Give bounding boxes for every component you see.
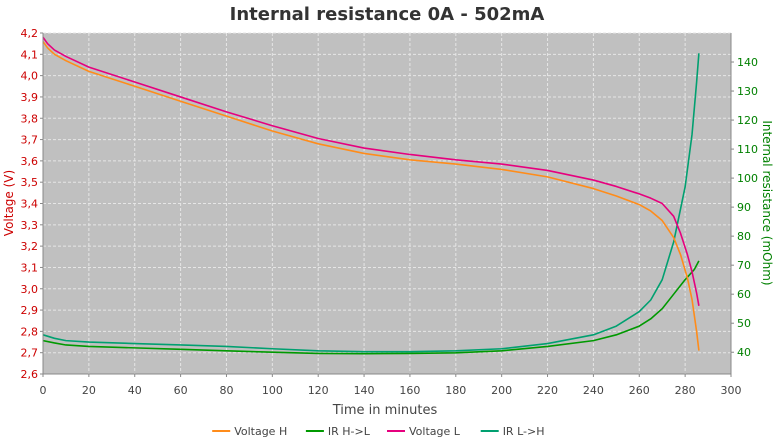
- y-tick-label: 3,9: [21, 91, 39, 104]
- x-tick-label: 280: [675, 384, 696, 397]
- legend-label-ir-l-h: IR L->H: [503, 425, 545, 438]
- y-tick-label: 4,0: [21, 70, 39, 83]
- x-tick-label: 220: [537, 384, 558, 397]
- y-tick-label: 2,7: [21, 347, 39, 360]
- series-line-ir-h-l: [42, 260, 700, 355]
- y-tick-label: 3,4: [21, 198, 39, 211]
- x-tick-label: 260: [629, 384, 650, 397]
- y2-tick-label: 60: [737, 288, 751, 301]
- x-tick-label: 300: [721, 384, 742, 397]
- right-axis-ticks: 40 50 60 70 80 90 100 110 120 130 140: [731, 56, 758, 359]
- x-tick-label: 120: [308, 384, 329, 397]
- x-tick-label: 20: [82, 384, 96, 397]
- y2-tick-label: 120: [737, 114, 758, 127]
- y2-tick-label: 130: [737, 85, 758, 98]
- y-tick-label: 2,8: [21, 325, 39, 338]
- y-tick-label: 4,2: [21, 27, 39, 40]
- y-tick-label: 3,1: [21, 261, 39, 274]
- x-tick-label: 100: [262, 384, 283, 397]
- y2-tick-label: 80: [737, 230, 751, 243]
- y-tick-label: 3,0: [21, 283, 39, 296]
- legend-label-voltage-l: Voltage L: [409, 425, 461, 438]
- x-tick-label: 160: [399, 384, 420, 397]
- x-tick-label: 0: [40, 384, 47, 397]
- x-axis-label: Time in minutes: [332, 403, 438, 418]
- y2-tick-label: 110: [737, 143, 758, 156]
- y-axis-label: Voltage (V): [2, 170, 16, 236]
- y-tick-label: 3,7: [21, 134, 39, 147]
- x-tick-label: 80: [219, 384, 233, 397]
- y2-tick-label: 140: [737, 56, 758, 69]
- x-tick-label: 140: [354, 384, 375, 397]
- legend-label-voltage-h: Voltage H: [234, 425, 287, 438]
- x-tick-label: 200: [491, 384, 512, 397]
- y-tick-label: 3,3: [21, 219, 39, 232]
- x-axis-ticks: 0 20 40 60 80 100 120 140 160 180 200 220 240 260 280 3…: [40, 374, 742, 397]
- y-tick-label: 3,8: [21, 112, 39, 125]
- x-tick-label: 180: [445, 384, 466, 397]
- y2-axis-label: Internal resistance (mOhm): [760, 120, 774, 285]
- y2-tick-label: 40: [737, 346, 751, 359]
- y2-tick-label: 100: [737, 172, 758, 185]
- legend: Voltage H IR H->L Voltage L IR L->H: [212, 425, 544, 438]
- plot-area: [43, 33, 731, 374]
- y2-tick-label: 90: [737, 201, 751, 214]
- series-line-ir-l-h: [42, 53, 700, 353]
- y-tick-label: 3,6: [21, 155, 39, 168]
- legend-label-ir-h-l: IR H->L: [328, 425, 371, 438]
- y-tick-label: 3,2: [21, 240, 39, 253]
- series-line-voltage-l: [42, 36, 700, 306]
- y-tick-label: 2,9: [21, 304, 39, 317]
- left-axis-ticks: 2,6 2,7 2,8 2,9 3,0 3,1 3,2 3,3 3,4 3,5 3,6 3,7 3,8 3…: [21, 27, 43, 381]
- y2-tick-label: 70: [737, 259, 751, 272]
- x-tick-label: 40: [128, 384, 142, 397]
- series-layer: [42, 36, 700, 355]
- chart-title: Internal resistance 0A - 502mA: [230, 4, 545, 25]
- x-tick-label: 240: [583, 384, 604, 397]
- y-tick-label: 4,1: [21, 48, 39, 61]
- series-line-voltage-h: [42, 41, 700, 351]
- y2-tick-label: 50: [737, 317, 751, 330]
- y-tick-label: 3,5: [21, 176, 39, 189]
- y-tick-label: 2,6: [21, 368, 39, 381]
- x-tick-label: 60: [174, 384, 188, 397]
